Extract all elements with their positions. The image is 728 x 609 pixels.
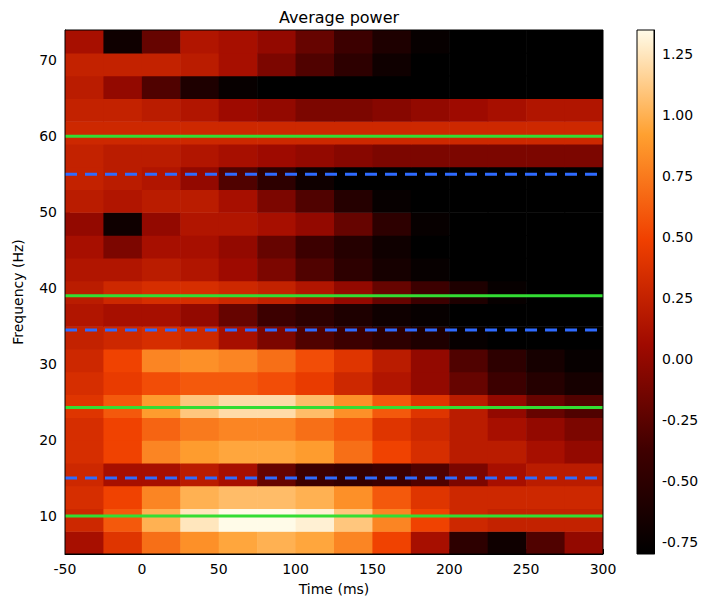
svg-text:100: 100 — [282, 561, 309, 577]
svg-text:50: 50 — [210, 561, 228, 577]
svg-text:250: 250 — [513, 561, 540, 577]
svg-text:0.75: 0.75 — [662, 168, 693, 184]
svg-text:50: 50 — [39, 204, 57, 220]
svg-text:30: 30 — [39, 356, 57, 372]
svg-text:150: 150 — [359, 561, 386, 577]
svg-text:1.25: 1.25 — [662, 46, 693, 62]
svg-text:1.00: 1.00 — [662, 107, 693, 123]
svg-text:Frequency (Hz): Frequency (Hz) — [10, 239, 26, 345]
svg-text:-50: -50 — [54, 561, 77, 577]
svg-text:60: 60 — [39, 128, 57, 144]
svg-text:300: 300 — [590, 561, 617, 577]
svg-text:Average power: Average power — [279, 8, 400, 27]
svg-text:0.00: 0.00 — [662, 351, 693, 367]
svg-text:-0.50: -0.50 — [662, 473, 698, 489]
svg-text:0.25: 0.25 — [662, 290, 693, 306]
svg-text:0.50: 0.50 — [662, 229, 693, 245]
svg-text:10: 10 — [39, 508, 57, 524]
svg-text:Time (ms): Time (ms) — [298, 581, 370, 597]
svg-text:70: 70 — [39, 52, 57, 68]
svg-text:20: 20 — [39, 432, 57, 448]
svg-text:-0.25: -0.25 — [662, 412, 698, 428]
svg-text:200: 200 — [436, 561, 463, 577]
svg-text:0: 0 — [137, 561, 146, 577]
svg-text:-0.75: -0.75 — [662, 534, 698, 550]
svg-text:40: 40 — [39, 280, 57, 296]
